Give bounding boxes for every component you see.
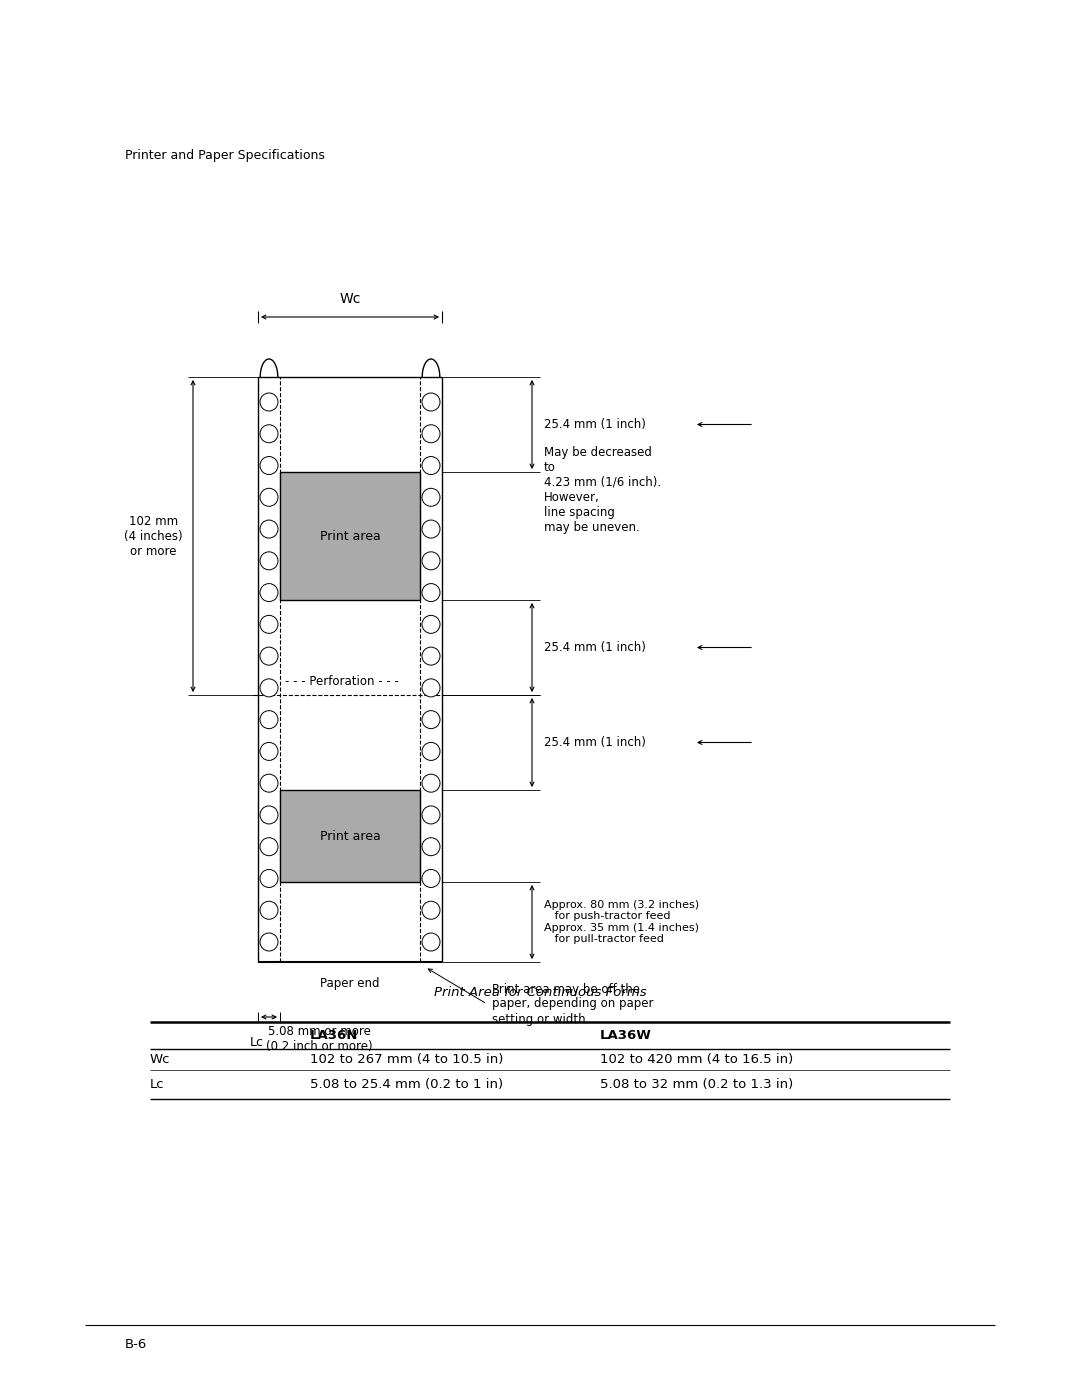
Circle shape: [260, 457, 278, 475]
Text: Wc: Wc: [150, 1053, 171, 1066]
Circle shape: [260, 838, 278, 856]
Circle shape: [260, 615, 278, 633]
Circle shape: [260, 520, 278, 538]
Circle shape: [260, 584, 278, 602]
Text: Lc: Lc: [150, 1078, 164, 1091]
Circle shape: [422, 711, 440, 729]
Circle shape: [260, 393, 278, 411]
Text: B-6: B-6: [125, 1338, 147, 1351]
Circle shape: [422, 393, 440, 411]
Circle shape: [422, 425, 440, 443]
Circle shape: [422, 647, 440, 665]
Circle shape: [422, 489, 440, 506]
Circle shape: [422, 584, 440, 602]
Text: Print Area for Continuous Forms: Print Area for Continuous Forms: [434, 985, 646, 999]
Text: 5.08 to 25.4 mm (0.2 to 1 in): 5.08 to 25.4 mm (0.2 to 1 in): [310, 1078, 503, 1091]
Bar: [280, 789, 420, 882]
Text: 25.4 mm (1 inch): 25.4 mm (1 inch): [544, 641, 646, 654]
Circle shape: [422, 552, 440, 570]
Text: 25.4 mm (1 inch): 25.4 mm (1 inch): [544, 736, 646, 749]
Text: LA36N: LA36N: [310, 1030, 359, 1042]
Text: Print area may be off the
paper, depending on paper
setting or width.: Print area may be off the paper, dependi…: [492, 982, 653, 1025]
Text: 5.08 mm or more
(0.2 inch or more): 5.08 mm or more (0.2 inch or more): [266, 1025, 373, 1053]
Text: LA36W: LA36W: [600, 1030, 652, 1042]
Circle shape: [260, 933, 278, 951]
Circle shape: [260, 901, 278, 919]
Text: Printer and Paper Specifications: Printer and Paper Specifications: [125, 148, 325, 162]
Circle shape: [260, 742, 278, 760]
Circle shape: [422, 742, 440, 760]
Text: Approx. 80 mm (3.2 inches)
   for push-tractor feed
Approx. 35 mm (1.4 inches)
 : Approx. 80 mm (3.2 inches) for push-trac…: [544, 900, 699, 944]
Circle shape: [422, 933, 440, 951]
Text: - - - Perforation - - -: - - - Perforation - - -: [285, 675, 399, 687]
Text: 25.4 mm (1 inch): 25.4 mm (1 inch): [544, 418, 646, 432]
Text: Paper end: Paper end: [321, 978, 380, 990]
Circle shape: [260, 489, 278, 506]
Circle shape: [422, 774, 440, 792]
Circle shape: [422, 806, 440, 824]
Circle shape: [260, 647, 278, 665]
Circle shape: [422, 869, 440, 887]
Text: 5.08 to 32 mm (0.2 to 1.3 in): 5.08 to 32 mm (0.2 to 1.3 in): [600, 1078, 793, 1091]
Circle shape: [260, 425, 278, 443]
Text: Lc: Lc: [249, 1035, 264, 1049]
Circle shape: [260, 774, 278, 792]
Circle shape: [260, 552, 278, 570]
Text: Print area: Print area: [320, 830, 380, 842]
Circle shape: [260, 806, 278, 824]
Text: 102 mm
(4 inches)
or more: 102 mm (4 inches) or more: [124, 514, 183, 557]
Text: Wc: Wc: [339, 292, 361, 306]
Circle shape: [422, 615, 440, 633]
Circle shape: [422, 457, 440, 475]
Bar: [280, 472, 420, 599]
Circle shape: [260, 869, 278, 887]
Circle shape: [422, 679, 440, 697]
Text: 102 to 267 mm (4 to 10.5 in): 102 to 267 mm (4 to 10.5 in): [310, 1053, 503, 1066]
Text: Print area: Print area: [320, 529, 380, 542]
Circle shape: [422, 838, 440, 856]
Circle shape: [260, 711, 278, 729]
Text: May be decreased
to
4.23 mm (1/6 inch).
However,
line spacing
may be uneven.: May be decreased to 4.23 mm (1/6 inch). …: [544, 446, 661, 534]
Circle shape: [260, 679, 278, 697]
Text: 102 to 420 mm (4 to 16.5 in): 102 to 420 mm (4 to 16.5 in): [600, 1053, 793, 1066]
Circle shape: [422, 520, 440, 538]
Circle shape: [422, 901, 440, 919]
